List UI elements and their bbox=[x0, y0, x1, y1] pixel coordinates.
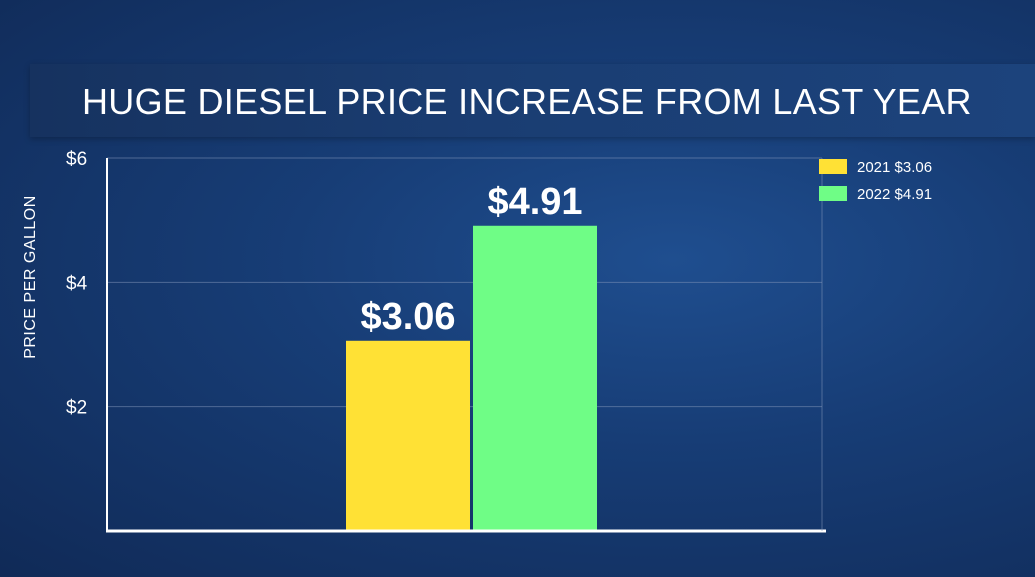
bar bbox=[346, 340, 470, 531]
legend-label: 2021 $3.06 bbox=[857, 159, 932, 176]
y-tick-label: $2 bbox=[66, 398, 87, 419]
data-label: $3.06 bbox=[360, 296, 455, 338]
data-label: $4.91 bbox=[487, 181, 582, 223]
bars bbox=[346, 225, 597, 532]
bar bbox=[473, 225, 597, 532]
legend-label: 2022 $4.91 bbox=[857, 186, 932, 203]
y-tick-label: $4 bbox=[66, 273, 88, 294]
legend-swatch bbox=[819, 186, 847, 201]
chart-title: HUGE DIESEL PRICE INCREASE FROM LAST YEA… bbox=[82, 81, 972, 122]
legend: 2021 $3.06 2022 $4.91 bbox=[819, 159, 932, 203]
axes bbox=[106, 158, 826, 533]
title-bar: HUGE DIESEL PRICE INCREASE FROM LAST YEA… bbox=[30, 64, 1035, 137]
legend-swatch bbox=[819, 159, 847, 174]
data-labels: $3.06 $4.91 bbox=[360, 181, 582, 338]
y-tick-label: $6 bbox=[66, 149, 87, 170]
y-tick-labels: $2 $4 $6 bbox=[66, 149, 88, 419]
